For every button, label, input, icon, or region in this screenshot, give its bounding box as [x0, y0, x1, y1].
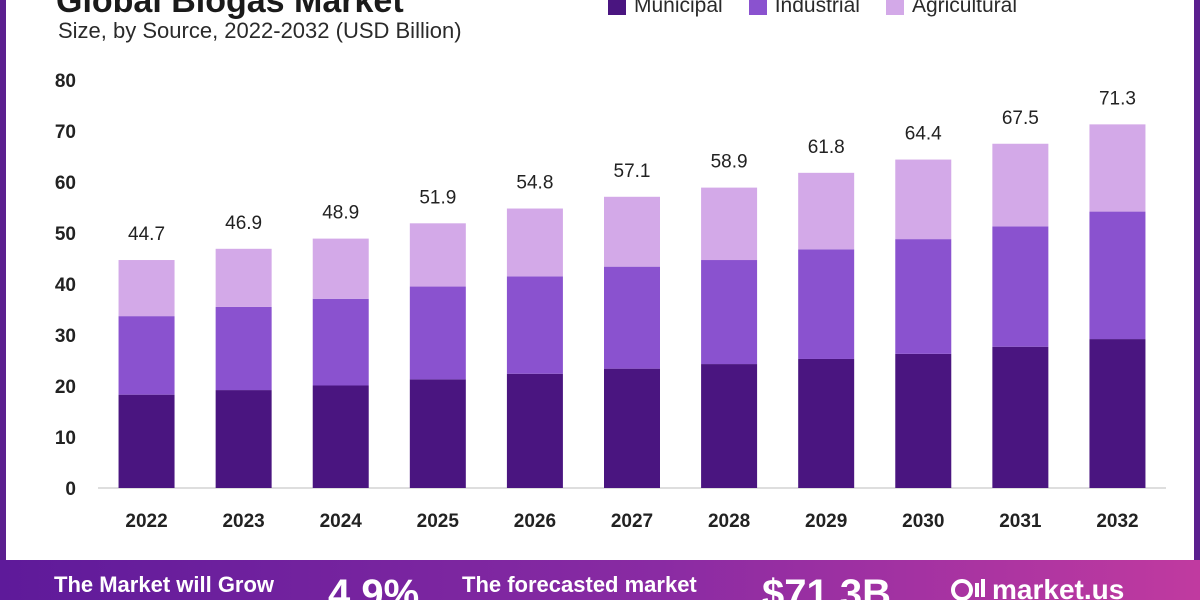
- legend-label-agricultural: Agricultural: [911, 0, 1017, 17]
- brand: market.us: [950, 574, 1124, 600]
- bar-segment-industrial: [1089, 211, 1146, 340]
- y-tick-label: 40: [55, 275, 76, 296]
- bar-segment-municipal: [506, 373, 563, 488]
- x-tick-label: 2027: [611, 511, 653, 532]
- x-tick-label: 2029: [805, 511, 847, 532]
- bar-segment-agricultural: [506, 208, 563, 277]
- banner-forecast-text: The forecasted market: [462, 572, 697, 597]
- bar-segment-municipal: [798, 358, 855, 488]
- x-tick-label: 2032: [1096, 511, 1138, 532]
- bar-segment-agricultural: [409, 223, 466, 287]
- bar-segment-agricultural: [312, 238, 369, 299]
- brand-name: market.us: [992, 574, 1125, 600]
- bar-total-label: 64.4: [905, 124, 942, 145]
- legend-label-municipal: Municipal: [634, 0, 723, 17]
- bar-total-label: 44.7: [128, 224, 165, 245]
- y-tick-label: 60: [55, 173, 76, 194]
- bar-total-label: 54.8: [516, 173, 553, 194]
- bar-total-label: 57.1: [614, 161, 651, 182]
- y-tick-label: 50: [55, 224, 76, 245]
- bar-segment-municipal: [895, 353, 952, 488]
- banner-grow-text: The Market will Grow: [54, 572, 275, 597]
- bar-segment-agricultural: [701, 187, 758, 261]
- x-tick-label: 2028: [708, 511, 750, 532]
- x-tick-label: 2024: [320, 511, 363, 532]
- bar-segment-industrial: [701, 260, 758, 365]
- legend-item-agricultural: Agricultural: [885, 0, 1017, 18]
- bar-segment-industrial: [506, 276, 563, 374]
- x-tick-label: 2030: [902, 511, 944, 532]
- right-frame-border: [1194, 0, 1200, 560]
- bar-segment-agricultural: [798, 172, 855, 250]
- y-tick-label: 70: [55, 122, 76, 143]
- bar-segment-municipal: [409, 379, 466, 488]
- chart-subtitle: Size, by Source, 2022-2032 (USD Billion): [58, 18, 462, 43]
- bar-segment-municipal: [118, 394, 175, 488]
- bar-segment-agricultural: [604, 196, 660, 267]
- x-tick-label: 2026: [514, 511, 556, 532]
- market-us-logo-icon: [951, 579, 985, 600]
- banner-forecast-value: $71.3B: [762, 572, 891, 600]
- bar-segment-industrial: [895, 239, 952, 354]
- bar-segment-agricultural: [118, 260, 175, 317]
- chart-title: Global Biogas Market: [56, 0, 404, 20]
- bar-segment-municipal: [1089, 339, 1146, 488]
- y-tick-label: 20: [55, 377, 76, 398]
- bar-total-label: 61.8: [808, 137, 845, 158]
- bar-segment-agricultural: [1089, 124, 1146, 212]
- x-tick-label: 2025: [417, 511, 460, 532]
- bar-segment-municipal: [604, 368, 660, 488]
- chart-legend: Municipal Industrial Agricultural: [608, 0, 1017, 18]
- bar-segment-industrial: [312, 298, 369, 386]
- bar-segment-industrial: [992, 226, 1049, 347]
- bar-segment-municipal: [701, 364, 758, 488]
- legend-swatch-agricultural: [885, 0, 904, 15]
- bar-segment-municipal: [312, 385, 369, 488]
- bar-segment-municipal: [992, 346, 1049, 488]
- legend-label-industrial: Industrial: [774, 0, 860, 17]
- bar-total-label: 71.3: [1099, 88, 1136, 109]
- banner-cagr-value: 4.9%: [328, 572, 420, 600]
- stacked-bar-chart: 0102030405060708044.7202246.9202348.9202…: [55, 71, 1166, 532]
- legend-item-municipal: Municipal: [608, 0, 723, 18]
- y-tick-label: 30: [55, 326, 76, 347]
- y-tick-label: 10: [55, 428, 76, 449]
- left-frame-border: [0, 0, 6, 560]
- bar-segment-industrial: [409, 286, 466, 380]
- bar-total-label: 58.9: [711, 152, 748, 173]
- bar-segment-industrial: [604, 266, 660, 369]
- bar-segment-industrial: [215, 306, 272, 391]
- y-tick-label: 80: [55, 71, 76, 92]
- legend-swatch-industrial: [748, 0, 767, 15]
- x-tick-label: 2023: [222, 511, 264, 532]
- bar-segment-agricultural: [895, 159, 952, 240]
- x-tick-label: 2031: [999, 511, 1042, 532]
- bar-segment-industrial: [798, 249, 855, 359]
- bar-segment-agricultural: [215, 248, 272, 307]
- bar-total-label: 67.5: [1002, 108, 1039, 129]
- bar-total-label: 48.9: [322, 203, 359, 224]
- bottom-banner: The Market will Grow 4.9% The forecasted…: [0, 560, 1200, 600]
- bar-segment-industrial: [118, 316, 175, 395]
- bar-total-label: 51.9: [419, 187, 456, 208]
- bar-segment-agricultural: [992, 143, 1049, 227]
- x-tick-label: 2022: [125, 511, 167, 532]
- legend-item-industrial: Industrial: [748, 0, 860, 18]
- legend-swatch-municipal: [608, 0, 626, 15]
- y-tick-label: 0: [65, 479, 76, 500]
- bar-total-label: 46.9: [225, 213, 262, 234]
- bar-segment-municipal: [215, 390, 272, 488]
